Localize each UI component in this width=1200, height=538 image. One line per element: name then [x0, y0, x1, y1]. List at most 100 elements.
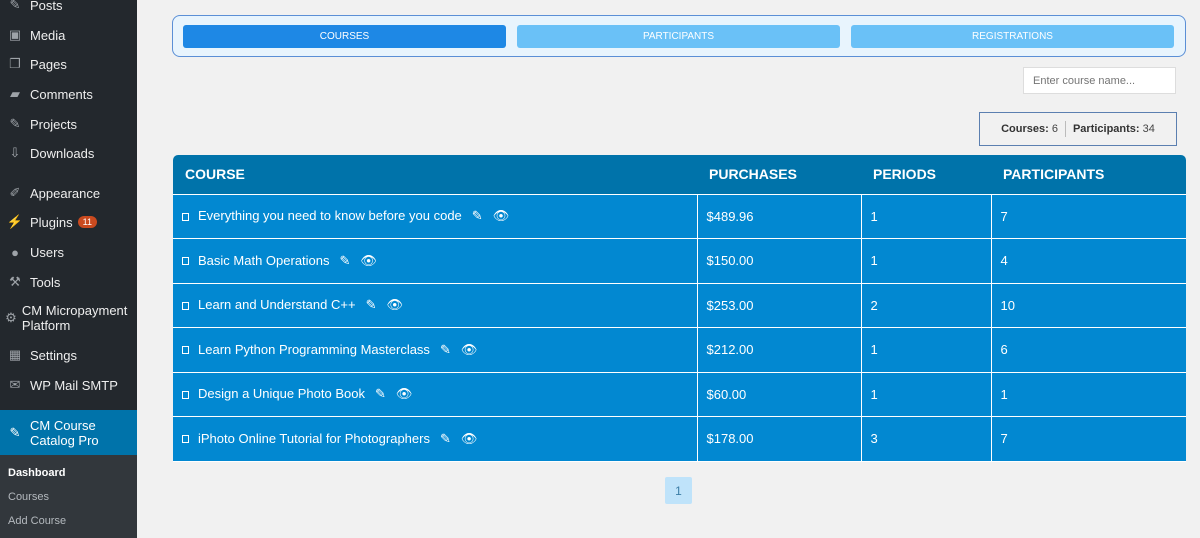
- submenu-dashboard[interactable]: Dashboard: [8, 467, 66, 479]
- submenu-add-course[interactable]: Add Course: [8, 515, 67, 527]
- sidebar-item-tools[interactable]: ⚒ Tools: [0, 274, 137, 290]
- purchases-cell: $60.00: [697, 371, 862, 417]
- sidebar-item-cm-micropayment-platform[interactable]: ⚙ CM Micropayment Platform: [0, 302, 137, 334]
- row-checkbox[interactable]: [182, 390, 189, 399]
- row-checkbox[interactable]: [182, 212, 189, 221]
- course-name[interactable]: Design a Unique Photo Book: [198, 386, 365, 402]
- column-header-participants: PARTICIPANTS: [991, 155, 1186, 194]
- table-row: Design a Unique Photo Book ✎ 👁 $60.00 1 1: [173, 371, 1186, 417]
- edit-pencil-icon[interactable]: ✎: [374, 386, 386, 402]
- user-icon: ●: [11, 244, 19, 260]
- submenu: Dashboard Courses Add Course: [0, 455, 137, 538]
- sidebar-item-settings[interactable]: ▦ Settings: [0, 347, 137, 363]
- sidebar-item-downloads[interactable]: ⇩ Downloads: [0, 145, 137, 161]
- purchases-cell: $178.00: [697, 416, 862, 462]
- periods-cell: 1: [861, 193, 992, 239]
- admin-sidebar: ✎ Posts ▣ Media ❐ Pages ▰ Comments ✎ Projects ⇩ Dow…: [0, 0, 137, 538]
- course-name[interactable]: Learn and Understand C++: [198, 297, 356, 313]
- purchases-cell: $150.00: [697, 238, 862, 284]
- edit-pencil-icon[interactable]: ✎: [439, 341, 451, 357]
- sidebar-item-label: Downloads: [30, 145, 95, 161]
- sidebar-item-label: Plugins: [30, 214, 73, 230]
- sidebar-item-label: Projects: [30, 116, 77, 132]
- tab-participants[interactable]: PARTICIPANTS: [517, 25, 840, 48]
- courses-table: COURSE PURCHASES PERIODS PARTICIPANTS Everyt…: [173, 155, 1186, 462]
- tab-courses[interactable]: COURSES: [183, 25, 506, 48]
- sidebar-item-comments[interactable]: ▰ Comments: [0, 86, 137, 102]
- participants-cell: 7: [991, 193, 1186, 239]
- edit-pencil-icon[interactable]: ✎: [439, 430, 451, 446]
- purchases-cell: $212.00: [697, 327, 862, 373]
- view-eye-icon[interactable]: 👁: [360, 252, 377, 268]
- sidebar-item-plugins[interactable]: ⚡ Plugins 11: [0, 214, 137, 230]
- mail-icon: ✉: [9, 377, 21, 392]
- row-checkbox[interactable]: [182, 435, 189, 444]
- course-name[interactable]: Basic Math Operations: [198, 252, 330, 268]
- course-cell: Learn and Understand C++ ✎ 👁: [173, 282, 698, 328]
- participants-cell: 6: [991, 327, 1186, 373]
- course-cell: Basic Math Operations ✎ 👁: [173, 238, 698, 284]
- view-eye-icon[interactable]: 👁: [386, 297, 403, 313]
- course-name[interactable]: Learn Python Programming Masterclass: [198, 341, 430, 357]
- sidebar-item-pages[interactable]: ❐ Pages: [0, 56, 137, 72]
- course-search-input[interactable]: [1023, 67, 1176, 94]
- pin-icon: ✎: [9, 116, 21, 131]
- sidebar-item-label: Media: [30, 27, 66, 43]
- sidebar-item-users[interactable]: ● Users: [0, 244, 137, 260]
- periods-cell: 1: [861, 371, 992, 417]
- periods-cell: 1: [861, 238, 992, 284]
- table-row: Everything you need to know before you c…: [173, 193, 1186, 239]
- edit-pencil-icon[interactable]: ✎: [339, 252, 351, 268]
- stats-box: Courses: 6 Participants: 34: [979, 112, 1177, 146]
- sidebar-item-posts[interactable]: ✎ Posts: [0, 0, 137, 13]
- pin-icon: ✎: [9, 0, 21, 12]
- edit-pencil-icon[interactable]: ✎: [365, 297, 377, 313]
- tab-registrations[interactable]: REGISTRATIONS: [851, 25, 1174, 48]
- pages-icon: ❐: [9, 56, 21, 71]
- edit-pencil-icon[interactable]: ✎: [471, 208, 483, 224]
- participants-cell: 7: [991, 416, 1186, 462]
- wrench-icon: ⚒: [9, 274, 21, 289]
- course-cell: Learn Python Programming Masterclass ✎ 👁: [173, 327, 698, 373]
- row-checkbox[interactable]: [182, 257, 189, 266]
- course-cell: iPhoto Online Tutorial for Photographers…: [173, 416, 698, 462]
- column-header-course: COURSE: [173, 155, 697, 194]
- gear-icon: ⚙: [5, 310, 17, 325]
- participants-count: 34: [1142, 123, 1155, 135]
- pin-icon: ✎: [9, 424, 21, 440]
- view-eye-icon[interactable]: 👁: [395, 386, 413, 402]
- courses-label: Courses:: [1001, 123, 1049, 135]
- submenu-courses[interactable]: Courses: [8, 491, 49, 503]
- periods-cell: 1: [861, 327, 992, 373]
- update-badge: 11: [77, 216, 97, 228]
- view-eye-icon[interactable]: 👁: [460, 430, 478, 446]
- sidebar-item-appearance[interactable]: ✐ Appearance: [0, 185, 137, 201]
- view-eye-icon[interactable]: 👁: [492, 208, 510, 224]
- participants-label: Participants:: [1072, 123, 1140, 135]
- table-row: Learn Python Programming Masterclass ✎ 👁 $2…: [173, 327, 1186, 373]
- participants-cell: 4: [991, 238, 1186, 284]
- row-checkbox[interactable]: [182, 301, 189, 310]
- course-name[interactable]: iPhoto Online Tutorial for Photographers: [198, 430, 430, 446]
- column-header-purchases: PURCHASES: [697, 155, 861, 194]
- participants-cell: 10: [991, 282, 1186, 328]
- sidebar-item-label: Comments: [30, 86, 93, 102]
- column-header-periods: PERIODS: [861, 155, 991, 194]
- course-cell: Everything you need to know before you c…: [173, 193, 698, 239]
- page-1-button[interactable]: 1: [665, 477, 692, 504]
- row-checkbox[interactable]: [182, 346, 189, 355]
- periods-cell: 3: [861, 416, 992, 462]
- sidebar-item-cm-course-catalog-pro[interactable]: ✎ CM Course Catalog Pro: [0, 410, 137, 455]
- periods-cell: 2: [861, 282, 992, 328]
- sidebar-item-label: CM Course Catalog Pro: [30, 417, 99, 448]
- comment-icon: ▰: [10, 86, 20, 101]
- sidebar-item-label: Settings: [30, 347, 77, 363]
- course-name[interactable]: Everything you need to know before you c…: [198, 208, 462, 224]
- sidebar-item-projects[interactable]: ✎ Projects: [0, 116, 137, 132]
- sidebar-item-wp-mail-smtp[interactable]: ✉ WP Mail SMTP: [0, 377, 137, 393]
- brush-icon: ✐: [9, 185, 21, 200]
- view-eye-icon[interactable]: 👁: [460, 341, 478, 357]
- sidebar-item-media[interactable]: ▣ Media: [0, 27, 137, 43]
- purchases-cell: $253.00: [697, 282, 862, 328]
- sidebar-item-label: CM Micropayment Platform: [21, 303, 128, 333]
